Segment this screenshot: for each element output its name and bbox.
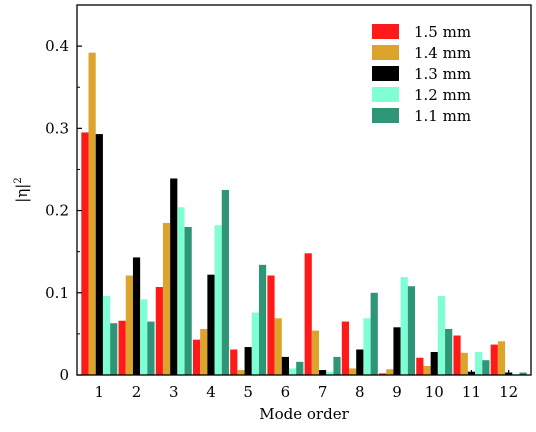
bar-1.5-mm-mode-11 — [453, 335, 461, 375]
bar-1.3-mm-mode-8 — [356, 349, 364, 375]
bar-1.2-mm-mode-10 — [437, 296, 446, 375]
x-tick-label: 6 — [281, 383, 291, 401]
bar-1.5-mm-mode-2 — [118, 320, 126, 375]
bar-1.5-mm-mode-6 — [267, 275, 275, 375]
y-axis-label-superscript: 2 — [13, 177, 24, 183]
axes-layer: 00.10.20.30.41 2 3 4 5 6 7 8 9 10 11 12 — [45, 4, 518, 401]
bar-1.4-mm-mode-12 — [497, 341, 506, 375]
x-tick-label: 4 — [206, 383, 216, 401]
bar-1.3-mm-mode-1 — [95, 134, 103, 375]
legend-label: 1.3 mm — [414, 65, 471, 83]
legend-swatch — [372, 66, 399, 81]
legend-swatch — [372, 45, 399, 60]
y-tick-label: 0 — [59, 366, 69, 384]
bar-1.4-mm-mode-4 — [200, 328, 208, 375]
legend-label: 1.4 mm — [414, 44, 471, 62]
x-tick-label: 3 — [169, 383, 179, 401]
bar-1.1-mm-mode-2 — [147, 321, 155, 375]
x-tick-label: 12 — [499, 383, 518, 401]
bar-1.4-mm-mode-1 — [88, 52, 96, 375]
bar-1.3-mm-mode-5 — [244, 347, 252, 375]
bar-1.2-mm-mode-6 — [288, 368, 297, 375]
bar-1.3-mm-mode-2 — [132, 257, 141, 375]
x-tick-label: 1 — [95, 383, 105, 401]
bar-1.1-mm-mode-4 — [221, 190, 229, 375]
bar-1.2-mm-mode-3 — [177, 207, 185, 375]
x-axis-label: Mode order — [259, 405, 349, 423]
bar-1.4-mm-mode-11 — [460, 352, 468, 375]
bar-1.2-mm-mode-2 — [140, 299, 148, 375]
bar-1.4-mm-mode-5 — [237, 370, 245, 375]
bar-1.5-mm-mode-9 — [379, 373, 387, 375]
bar-1.5-mm-mode-7 — [304, 253, 312, 375]
legend: 1.5 mm 1.4 mm 1.3 mm 1.2 mm 1.1 mm — [372, 23, 471, 125]
bar-1.4-mm-mode-2 — [125, 275, 133, 375]
bar-1.4-mm-mode-7 — [311, 330, 320, 375]
bar-1.5-mm-mode-12 — [490, 344, 498, 375]
y-tick-label: 0.1 — [45, 284, 69, 302]
bar-1.1-mm-mode-8 — [370, 292, 378, 375]
bar-1.1-mm-mode-1 — [110, 323, 118, 375]
bar-1.1-mm-mode-6 — [296, 361, 304, 375]
y-axis-label-base: |η| — [13, 184, 31, 203]
bar-1.5-mm-mode-3 — [155, 287, 163, 375]
y-tick-label: 0.2 — [45, 202, 69, 220]
bar-1.1-mm-mode-10 — [445, 328, 453, 375]
bar-1.2-mm-mode-9 — [400, 277, 408, 375]
bar-1.2-mm-mode-5 — [251, 312, 259, 375]
bar-1.3-mm-mode-9 — [393, 327, 401, 375]
y-tick-label: 0.3 — [45, 119, 69, 137]
bar-1.2-mm-mode-4 — [214, 225, 222, 375]
bar-1.1-mm-mode-7 — [333, 356, 341, 375]
bar-1.1-mm-mode-12 — [519, 372, 527, 375]
bar-1.2-mm-mode-11 — [475, 351, 483, 375]
bar-1.4-mm-mode-8 — [349, 368, 357, 375]
bars-layer — [81, 52, 527, 375]
bar-1.5-mm-mode-8 — [341, 321, 350, 375]
x-tick-label: 9 — [392, 383, 402, 401]
legend-label: 1.2 mm — [414, 86, 471, 104]
legend-swatch — [372, 24, 399, 39]
y-tick-label: 0.4 — [45, 37, 69, 55]
bar-1.1-mm-mode-3 — [184, 227, 192, 375]
bar-1.3-mm-mode-3 — [170, 178, 178, 375]
bar-1.1-mm-mode-9 — [407, 286, 416, 375]
x-tick-label: 2 — [132, 383, 142, 401]
y-axis-label: |η|2 — [13, 177, 31, 202]
bar-1.5-mm-mode-1 — [81, 132, 89, 375]
bar-1.4-mm-mode-6 — [274, 318, 282, 375]
bar-1.1-mm-mode-11 — [482, 360, 490, 375]
x-tick-label: 8 — [355, 383, 365, 401]
bar-1.4-mm-mode-9 — [386, 369, 394, 375]
bar-1.2-mm-mode-7 — [326, 371, 334, 375]
x-tick-label: 11 — [462, 383, 481, 401]
bar-1.5-mm-mode-10 — [416, 357, 424, 375]
bar-1.5-mm-mode-5 — [230, 349, 238, 375]
legend-label: 1.1 mm — [414, 107, 471, 125]
bar-1.3-mm-mode-4 — [207, 274, 215, 375]
x-tick-label: 10 — [425, 383, 444, 401]
bar-1.3-mm-mode-6 — [281, 356, 289, 375]
x-tick-label: 7 — [318, 383, 328, 401]
x-tick-label: 5 — [243, 383, 253, 401]
bar-1.1-mm-mode-5 — [258, 264, 267, 375]
legend-swatch — [372, 87, 399, 102]
legend-swatch — [372, 108, 399, 123]
legend-label: 1.5 mm — [414, 23, 471, 41]
bar-1.2-mm-mode-8 — [363, 318, 371, 375]
bar-1.2-mm-mode-1 — [102, 296, 111, 375]
plot-frame — [76, 4, 532, 376]
bar-1.4-mm-mode-3 — [162, 222, 171, 375]
bar-1.4-mm-mode-10 — [423, 365, 431, 375]
bar-1.3-mm-mode-10 — [430, 351, 438, 375]
bar-1.5-mm-mode-4 — [192, 339, 201, 375]
